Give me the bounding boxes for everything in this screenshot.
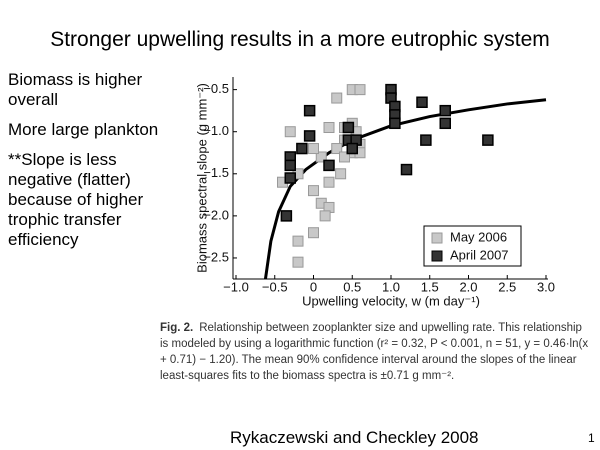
point bbox=[416, 96, 428, 108]
x-tick-label: −1.0 bbox=[223, 279, 249, 294]
point bbox=[439, 117, 451, 130]
x-tick-label: 1.5 bbox=[421, 279, 439, 294]
point bbox=[292, 256, 304, 268]
point bbox=[308, 227, 319, 239]
chart: −0.5 −1.0 −1.5 −2.0 −2.5 −1.0 −0.5 0 0.5 1.0 1.5 2.… bbox=[194, 77, 555, 308]
legend-label: May 2006 bbox=[450, 229, 507, 244]
x-axis-label: Upwelling velocity, w (m day⁻¹) bbox=[302, 293, 480, 308]
point bbox=[284, 172, 296, 184]
point bbox=[303, 104, 316, 117]
x-tick-label: 0.5 bbox=[343, 279, 361, 294]
point bbox=[315, 151, 327, 163]
point bbox=[323, 159, 335, 172]
point bbox=[323, 122, 335, 133]
y-tick-label: −0.5 bbox=[203, 81, 229, 96]
note: Biomass is higher overall bbox=[8, 70, 143, 109]
point bbox=[482, 134, 494, 146]
point bbox=[439, 104, 451, 117]
slide-title: Stronger upwelling results in a more eut… bbox=[50, 28, 550, 51]
x-tick-label: 2.5 bbox=[498, 279, 516, 294]
point bbox=[354, 84, 366, 96]
point bbox=[339, 151, 350, 163]
legend-swatch bbox=[431, 232, 443, 244]
legend-swatch bbox=[431, 250, 443, 262]
point bbox=[346, 142, 358, 155]
point bbox=[400, 163, 413, 176]
point bbox=[331, 92, 343, 104]
y-tick-label: −1.5 bbox=[203, 165, 229, 180]
point bbox=[331, 143, 343, 155]
point bbox=[342, 121, 355, 134]
y-tick-label: −1.0 bbox=[203, 123, 229, 138]
point bbox=[323, 176, 335, 188]
point bbox=[296, 142, 308, 155]
x-tick-label: −0.5 bbox=[262, 279, 288, 294]
notes: Biomass is higher overall More large pla… bbox=[8, 70, 173, 260]
note: **Slope is less negative (flatter) becau… bbox=[8, 150, 144, 249]
figure-caption: Fig. 2. Relationship between zooplankter … bbox=[160, 320, 592, 384]
point bbox=[292, 235, 304, 247]
point bbox=[308, 185, 319, 197]
citation: Rykaczewski and Checkley 2008 bbox=[230, 428, 479, 447]
y-tick-label: −2.5 bbox=[203, 249, 229, 264]
point bbox=[420, 134, 432, 146]
y-tick-label: −2.0 bbox=[203, 207, 229, 222]
point bbox=[308, 143, 319, 155]
point bbox=[303, 130, 316, 142]
caption-label: Fig. 2. bbox=[160, 322, 194, 334]
legend-label: April 2007 bbox=[450, 247, 509, 262]
point bbox=[284, 126, 296, 138]
note: More large plankton bbox=[8, 120, 159, 139]
point bbox=[389, 117, 401, 130]
y-axis-label: Biomass spectral slope (g mm⁻²) bbox=[194, 83, 209, 273]
point bbox=[319, 210, 331, 222]
point bbox=[335, 168, 347, 180]
point bbox=[284, 159, 296, 172]
x-tick-label: 3.0 bbox=[537, 279, 555, 294]
x-tick-label: 2.0 bbox=[459, 279, 477, 294]
x-tick-label: 1.0 bbox=[382, 279, 400, 294]
x-tick-label: 0 bbox=[310, 279, 317, 294]
point bbox=[280, 210, 293, 222]
page-number: 1 bbox=[588, 431, 595, 445]
caption-text: Relationship between zooplankter size an… bbox=[160, 322, 589, 382]
